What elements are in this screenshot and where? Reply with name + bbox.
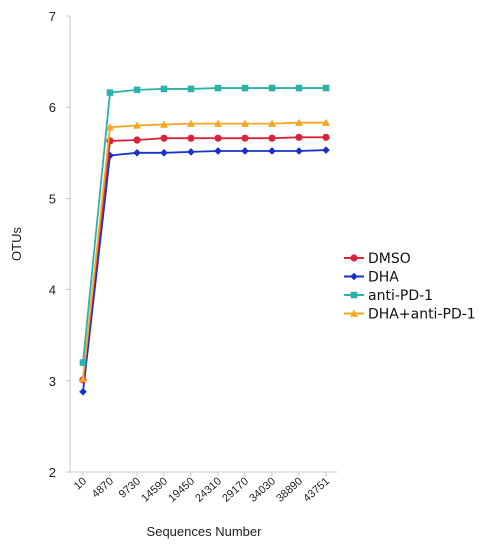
data-point xyxy=(133,121,141,129)
y-tick-label: 3 xyxy=(49,374,56,389)
series-line xyxy=(82,121,326,380)
y-axis-title: OTUs xyxy=(9,227,24,261)
data-point xyxy=(106,89,114,96)
data-point xyxy=(133,86,141,94)
x-tick-label: 10 xyxy=(72,475,89,492)
legend-marker xyxy=(350,254,358,262)
data-point xyxy=(187,119,195,127)
legend-item: DHA xyxy=(344,270,399,286)
x-tick-label: 19450 xyxy=(166,475,197,504)
x-tick-label: 29170 xyxy=(220,475,251,504)
x-axis-title: Sequences Number xyxy=(147,524,263,539)
data-point xyxy=(295,84,303,92)
legend-label: DHA+anti-PD-1 xyxy=(368,307,476,323)
data-point xyxy=(160,120,168,128)
data-point xyxy=(241,134,249,142)
data-point xyxy=(187,148,195,156)
y-tick-label: 2 xyxy=(49,465,56,480)
x-tick-label: 38890 xyxy=(274,475,305,504)
data-point xyxy=(214,119,222,127)
series-line xyxy=(82,136,326,380)
data-point xyxy=(241,119,249,127)
legend-marker xyxy=(350,272,358,281)
series-dha-anti-pd-1 xyxy=(79,118,330,383)
series-line xyxy=(82,87,326,363)
x-tick-label: 34030 xyxy=(247,475,278,504)
data-point xyxy=(214,147,222,155)
data-point xyxy=(322,133,330,141)
y-tick-label: 5 xyxy=(49,191,56,206)
data-point xyxy=(106,123,114,131)
legend-marker xyxy=(350,291,358,299)
data-point xyxy=(268,119,276,127)
legend-label: anti-PD-1 xyxy=(368,288,433,304)
data-point xyxy=(241,147,249,155)
data-point xyxy=(268,84,276,92)
data-point xyxy=(268,147,276,155)
data-point xyxy=(322,146,330,154)
series-layer xyxy=(79,84,330,396)
x-tick-label: 14590 xyxy=(139,475,170,504)
legend-marker xyxy=(350,309,358,317)
data-point xyxy=(295,147,303,155)
data-point xyxy=(160,134,168,142)
data-point xyxy=(133,149,141,157)
series-dha xyxy=(79,146,330,396)
x-tick-label: 24310 xyxy=(193,475,224,504)
x-tick-label: 4870 xyxy=(90,475,116,500)
x-tick-label: 43751 xyxy=(301,475,332,504)
data-point xyxy=(160,85,168,93)
data-point xyxy=(214,134,222,142)
series-line xyxy=(82,149,327,392)
data-point xyxy=(322,84,330,92)
data-point xyxy=(79,387,87,396)
data-point xyxy=(295,118,303,126)
data-point xyxy=(160,149,168,157)
data-point xyxy=(322,118,330,126)
data-point xyxy=(106,151,114,160)
y-tick-label: 7 xyxy=(49,9,56,24)
series-anti-pd-1 xyxy=(79,84,330,366)
legend-item: DMSO xyxy=(344,251,411,267)
data-point xyxy=(79,374,87,383)
data-point xyxy=(79,359,87,366)
data-point xyxy=(268,134,276,142)
legend-item: anti-PD-1 xyxy=(344,288,433,304)
series-dmso xyxy=(79,133,330,384)
legend-item: DHA+anti-PD-1 xyxy=(344,307,476,323)
data-point xyxy=(133,136,141,144)
legend-label: DHA xyxy=(368,270,399,286)
data-point xyxy=(241,84,249,92)
data-point xyxy=(295,133,303,141)
data-point xyxy=(187,134,195,142)
y-tick-label: 6 xyxy=(49,100,56,115)
y-tick-label: 4 xyxy=(49,283,56,298)
legend-label: DMSO xyxy=(368,251,411,267)
legend: DMSO DHA anti-PD-1 DHA+anti-PD-1 xyxy=(344,251,476,323)
data-point xyxy=(214,84,222,92)
data-point xyxy=(187,85,195,93)
